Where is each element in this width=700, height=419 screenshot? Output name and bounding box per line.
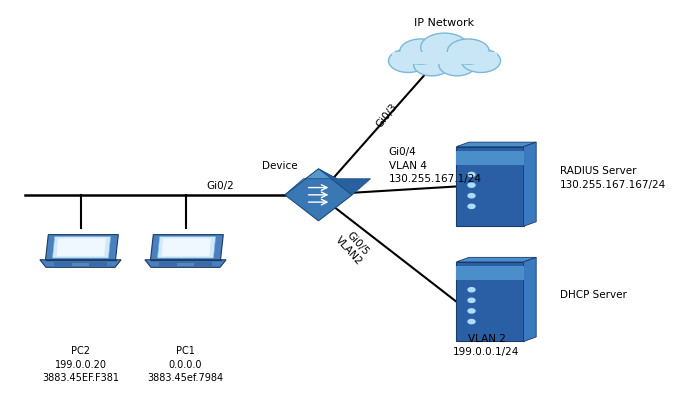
FancyBboxPatch shape: [456, 150, 524, 165]
Polygon shape: [158, 237, 216, 258]
Text: RADIUS Server
130.255.167.167/24: RADIUS Server 130.255.167.167/24: [560, 166, 666, 190]
Text: Gi0/5
VLAN2: Gi0/5 VLAN2: [334, 227, 373, 267]
Circle shape: [468, 204, 475, 208]
Text: PC2
199.0.0.20
3883.45EF.F381: PC2 199.0.0.20 3883.45EF.F381: [42, 347, 119, 383]
FancyBboxPatch shape: [456, 266, 524, 280]
Circle shape: [468, 183, 475, 187]
Polygon shape: [57, 238, 106, 256]
Circle shape: [447, 39, 489, 64]
Text: Gi0/3: Gi0/3: [374, 101, 400, 129]
Text: DHCP Server: DHCP Server: [560, 290, 627, 300]
Polygon shape: [145, 260, 226, 267]
FancyBboxPatch shape: [456, 147, 524, 226]
Polygon shape: [52, 237, 111, 258]
Text: Device: Device: [262, 160, 298, 171]
Polygon shape: [318, 169, 370, 195]
FancyBboxPatch shape: [392, 52, 497, 64]
FancyBboxPatch shape: [54, 262, 107, 266]
Polygon shape: [285, 169, 352, 221]
Polygon shape: [524, 257, 536, 341]
Circle shape: [468, 194, 475, 198]
Circle shape: [389, 49, 428, 72]
Circle shape: [461, 49, 500, 72]
Polygon shape: [40, 260, 121, 267]
FancyBboxPatch shape: [456, 262, 524, 341]
FancyBboxPatch shape: [159, 262, 212, 266]
Text: IP Network: IP Network: [414, 18, 475, 28]
Text: Gi0/2: Gi0/2: [206, 181, 235, 191]
Text: VLAN 2
199.0.0.1/24: VLAN 2 199.0.0.1/24: [454, 334, 519, 357]
Circle shape: [439, 54, 475, 76]
Polygon shape: [456, 142, 536, 147]
Polygon shape: [162, 238, 211, 256]
Circle shape: [414, 54, 450, 76]
Polygon shape: [456, 257, 536, 262]
Polygon shape: [524, 142, 536, 226]
Circle shape: [468, 319, 475, 323]
Text: Gi0/4
VLAN 4
130.255.167.1/24: Gi0/4 VLAN 4 130.255.167.1/24: [389, 147, 482, 184]
Polygon shape: [285, 169, 337, 195]
Text: PC1
0.0.0.0
3883.45ef.7984: PC1 0.0.0.0 3883.45ef.7984: [148, 347, 223, 383]
Polygon shape: [46, 235, 118, 260]
Circle shape: [421, 33, 468, 62]
Polygon shape: [150, 235, 223, 260]
Circle shape: [468, 287, 475, 292]
FancyBboxPatch shape: [72, 263, 89, 266]
FancyBboxPatch shape: [177, 263, 194, 266]
Circle shape: [468, 173, 475, 177]
Circle shape: [400, 39, 442, 64]
Circle shape: [468, 309, 475, 313]
Circle shape: [468, 298, 475, 303]
